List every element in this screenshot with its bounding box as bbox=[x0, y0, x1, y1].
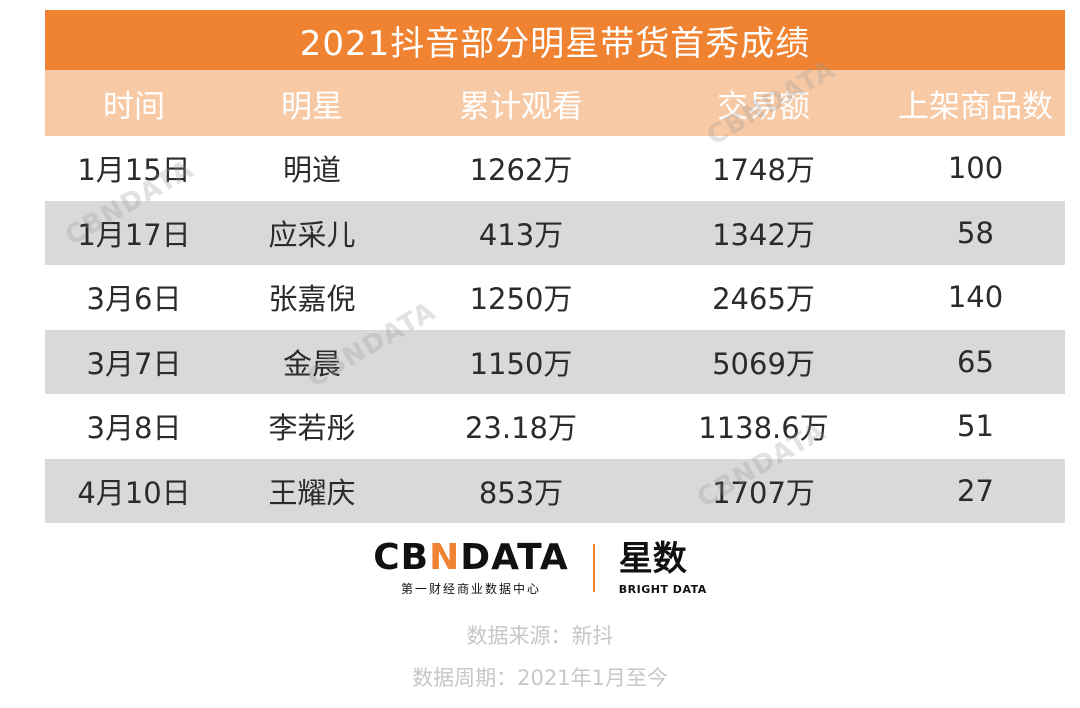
cell-time: 3月7日 bbox=[86, 346, 182, 381]
header-items: 上架商品数 bbox=[898, 88, 1053, 125]
cell-star: 张嘉倪 bbox=[268, 282, 356, 317]
cell-time: 1月17日 bbox=[77, 217, 191, 252]
cell-views: 1250万 bbox=[469, 282, 573, 317]
table-row: 3月6日 张嘉倪 1250万 2465万 140 bbox=[45, 265, 1065, 330]
brightdata-logo: 星数 BRIGHT DATA bbox=[619, 539, 707, 596]
cell-items: 58 bbox=[957, 215, 994, 250]
cell-views: 1262万 bbox=[469, 153, 573, 188]
cell-star: 金晨 bbox=[282, 346, 341, 381]
table-title: 2021抖音部分明星带货首秀成绩 bbox=[45, 10, 1065, 70]
cell-gmv: 5069万 bbox=[712, 346, 815, 381]
data-table: 2021抖音部分明星带货首秀成绩 时间 明星 累计观看 交易额 上架商品数 1月… bbox=[45, 10, 1065, 523]
logo-text-suffix: DATA bbox=[460, 537, 569, 578]
logo-en-text: BRIGHT DATA bbox=[618, 583, 707, 596]
table-row: 1月15日 明道 1262万 1748万 100 bbox=[45, 136, 1065, 201]
header-row: 时间 明星 累计观看 交易额 上架商品数 bbox=[45, 70, 1065, 136]
cell-items: 100 bbox=[947, 151, 1004, 186]
table-row: 1月17日 应采儿 413万 1342万 58 bbox=[45, 200, 1065, 265]
cell-time: 3月6日 bbox=[86, 282, 182, 317]
cbndata-logo: CBNDATA 第一财经商业数据中心 bbox=[373, 538, 569, 597]
cell-time: 3月8日 bbox=[86, 411, 182, 446]
logo-text-prefix: CB bbox=[373, 537, 430, 578]
data-source-note: 数据来源：新抖 bbox=[466, 624, 614, 648]
cell-star: 李若彤 bbox=[268, 411, 356, 446]
table-row: 3月8日 李若彤 23.18万 1138.6万 51 bbox=[45, 394, 1065, 459]
data-period-note: 数据周期：2021年1月至今 bbox=[412, 666, 668, 690]
logo-divider bbox=[592, 543, 595, 592]
brand-logo: CBNDATA 第一财经商业数据中心 星数 BRIGHT DATA bbox=[0, 538, 1080, 597]
cell-views: 853万 bbox=[478, 475, 564, 510]
cell-gmv: 1748万 bbox=[712, 153, 815, 188]
cell-star: 明道 bbox=[282, 153, 341, 188]
table-row: 3月7日 金晨 1150万 5069万 65 bbox=[45, 329, 1065, 394]
cell-star: 王耀庆 bbox=[268, 475, 356, 510]
header-star: 明星 bbox=[281, 88, 343, 125]
cell-views: 1150万 bbox=[469, 346, 573, 381]
cell-items: 51 bbox=[957, 409, 994, 444]
cell-star: 应采儿 bbox=[268, 217, 356, 252]
cell-views: 23.18万 bbox=[464, 411, 578, 446]
header-gmv: 交易额 bbox=[717, 88, 810, 125]
cell-time: 1月15日 bbox=[77, 153, 191, 188]
cell-items: 27 bbox=[957, 473, 994, 508]
table-row: 4月10日 王耀庆 853万 1707万 27 bbox=[45, 458, 1065, 523]
header-time: 时间 bbox=[103, 88, 165, 125]
logo-subtitle: 第一财经商业数据中心 bbox=[401, 582, 542, 596]
logo-text-slash: N bbox=[429, 537, 461, 578]
cell-gmv: 1138.6万 bbox=[698, 411, 829, 446]
logo-cn-text: 星数 bbox=[618, 539, 687, 579]
cell-items: 140 bbox=[947, 280, 1004, 315]
cell-gmv: 1342万 bbox=[712, 217, 815, 252]
cell-items: 65 bbox=[957, 344, 994, 379]
cell-time: 4月10日 bbox=[77, 475, 191, 510]
header-views: 累计观看 bbox=[459, 88, 583, 125]
cell-gmv: 1707万 bbox=[712, 475, 815, 510]
cell-views: 413万 bbox=[478, 217, 564, 252]
cell-gmv: 2465万 bbox=[712, 282, 815, 317]
